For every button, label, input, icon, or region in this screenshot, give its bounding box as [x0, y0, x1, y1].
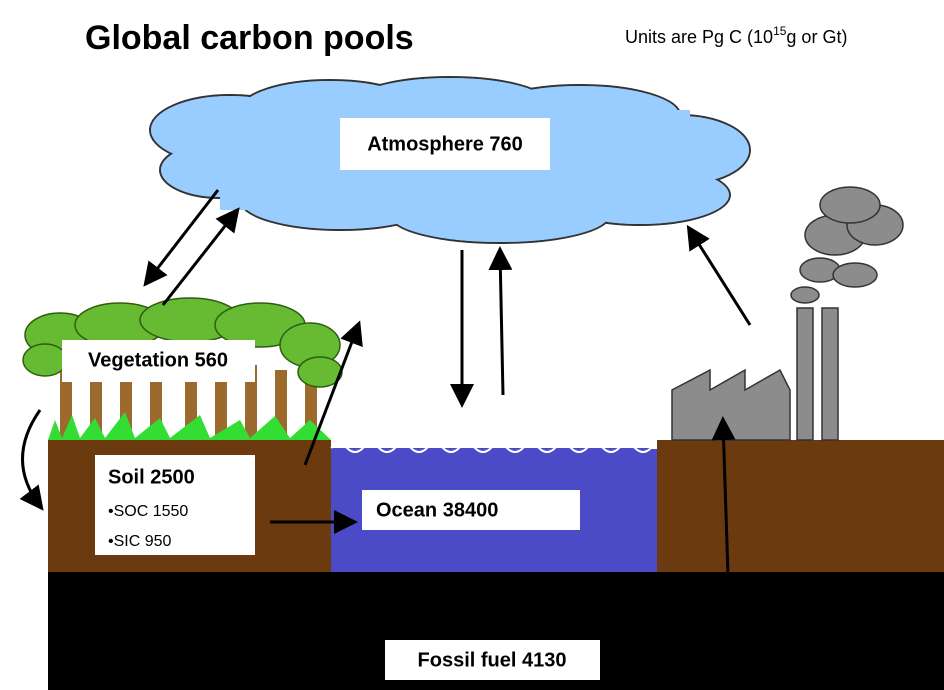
vegetation-label: Vegetation 560: [88, 349, 228, 371]
title: Global carbon pools: [85, 19, 414, 57]
ocean-label: Ocean 38400: [376, 499, 498, 521]
atmosphere-label: Atmosphere 760: [367, 133, 523, 155]
units-superscript: 15: [773, 24, 787, 38]
fossil-label: Fossil fuel 4130: [418, 649, 567, 671]
land: [657, 440, 944, 572]
soil-label: Soil 2500: [108, 466, 195, 488]
soil-item: •SOC 1550: [108, 503, 188, 520]
factory: [672, 187, 903, 440]
soil-item: •SIC 950: [108, 533, 172, 550]
diagram: Global carbon pools Units are Pg C (1015…: [0, 0, 944, 690]
units-suffix: g or Gt): [786, 27, 847, 47]
units-note: Units are Pg C (1015g or Gt): [625, 24, 847, 47]
units-prefix: Units are Pg C (10: [625, 27, 773, 47]
